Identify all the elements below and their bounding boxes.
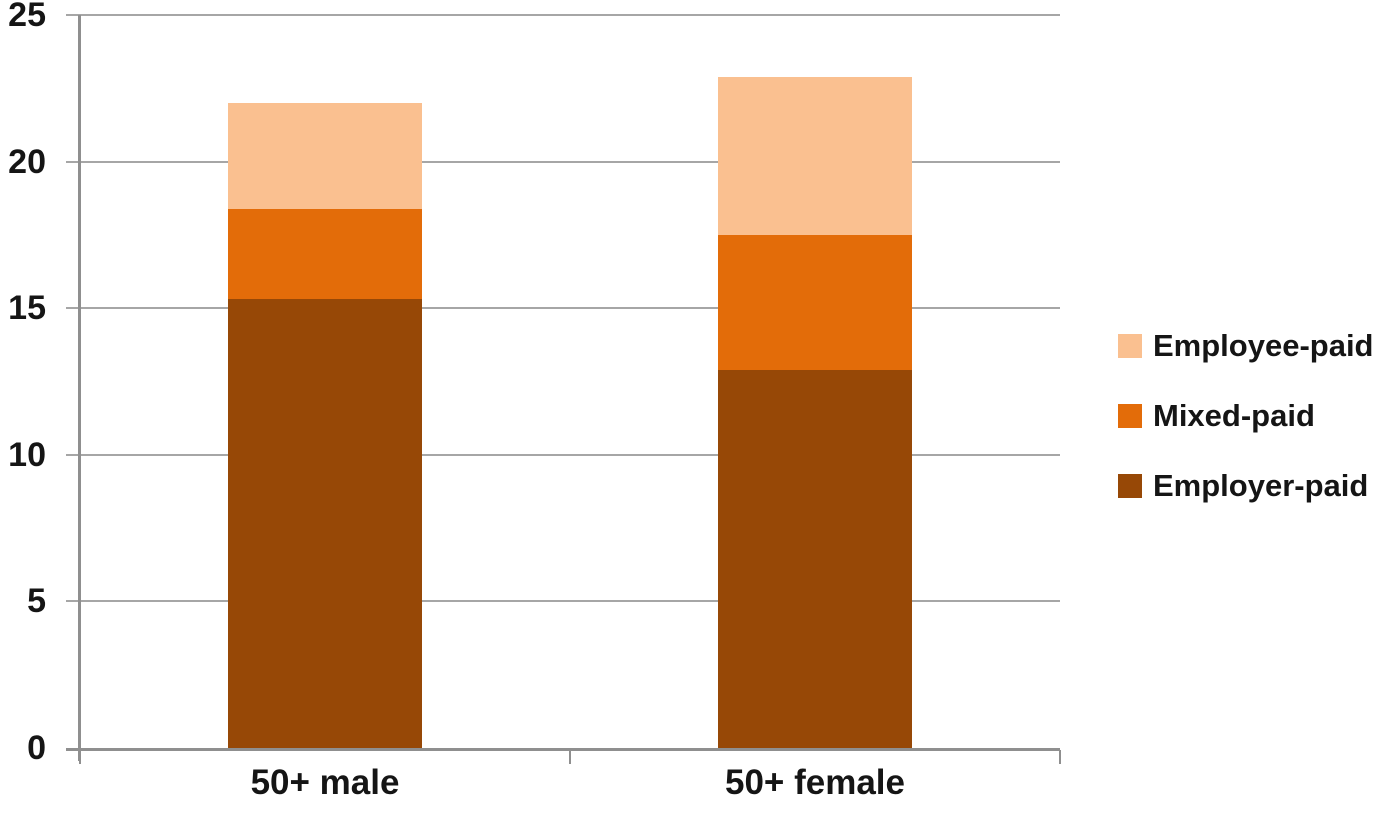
gridline-y-15: [66, 307, 1060, 310]
y-axis-tick-label: 5: [27, 582, 46, 621]
x-axis-category-label: 50+ female: [725, 763, 905, 802]
bar-segment-mixed-paid-50-male: [228, 208, 422, 300]
x-axis-tick-mark: [569, 750, 571, 764]
legend-label: Employer-paid: [1153, 468, 1369, 503]
gridline-y-25: [66, 14, 1060, 16]
gridline-y-10: [66, 453, 1060, 456]
x-axis-tick-mark: [79, 750, 81, 764]
gridline-y-5: [66, 600, 1060, 603]
x-axis-category-label: 50+ male: [250, 763, 400, 802]
bar-segment-employer-paid-50-female: [718, 369, 912, 748]
legend-item-employer-paid: Employer-paid: [1118, 468, 1368, 504]
x-axis-line: [66, 748, 1060, 751]
bar-50-female: [718, 0, 912, 748]
bar-50-male: [228, 0, 422, 748]
legend-item-employee-paid: Employee-paid: [1118, 328, 1374, 364]
legend-label: Mixed-paid: [1153, 398, 1315, 433]
legend-label: Employee-paid: [1153, 328, 1374, 363]
y-axis-tick-label: 10: [8, 435, 46, 474]
y-axis-tick-label: 15: [8, 289, 46, 328]
bar-segment-mixed-paid-50-female: [718, 234, 912, 370]
legend-swatch-mixed-paid: [1118, 404, 1142, 428]
bar-segment-employee-paid-50-male: [228, 102, 422, 209]
y-axis-tick-label: 0: [27, 729, 46, 767]
y-axis-line: [78, 15, 81, 761]
y-axis-tick-label: 25: [8, 0, 46, 34]
legend-swatch-employee-paid: [1118, 334, 1142, 358]
bar-segment-employee-paid-50-female: [718, 76, 912, 235]
y-axis-tick-label: 20: [8, 142, 46, 181]
gridline-y-20: [66, 160, 1060, 163]
bar-segment-employer-paid-50-male: [228, 299, 422, 748]
legend-item-mixed-paid: Mixed-paid: [1118, 398, 1315, 434]
legend-swatch-employer-paid: [1118, 474, 1142, 498]
x-axis-tick-mark: [1059, 750, 1061, 764]
